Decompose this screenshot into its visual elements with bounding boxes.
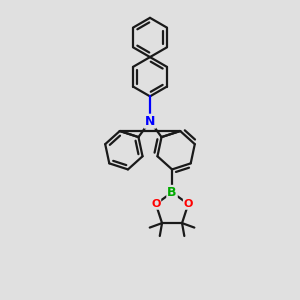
Text: O: O <box>184 199 193 209</box>
Text: O: O <box>151 199 160 209</box>
Text: N: N <box>145 115 155 128</box>
Text: B: B <box>167 186 177 199</box>
